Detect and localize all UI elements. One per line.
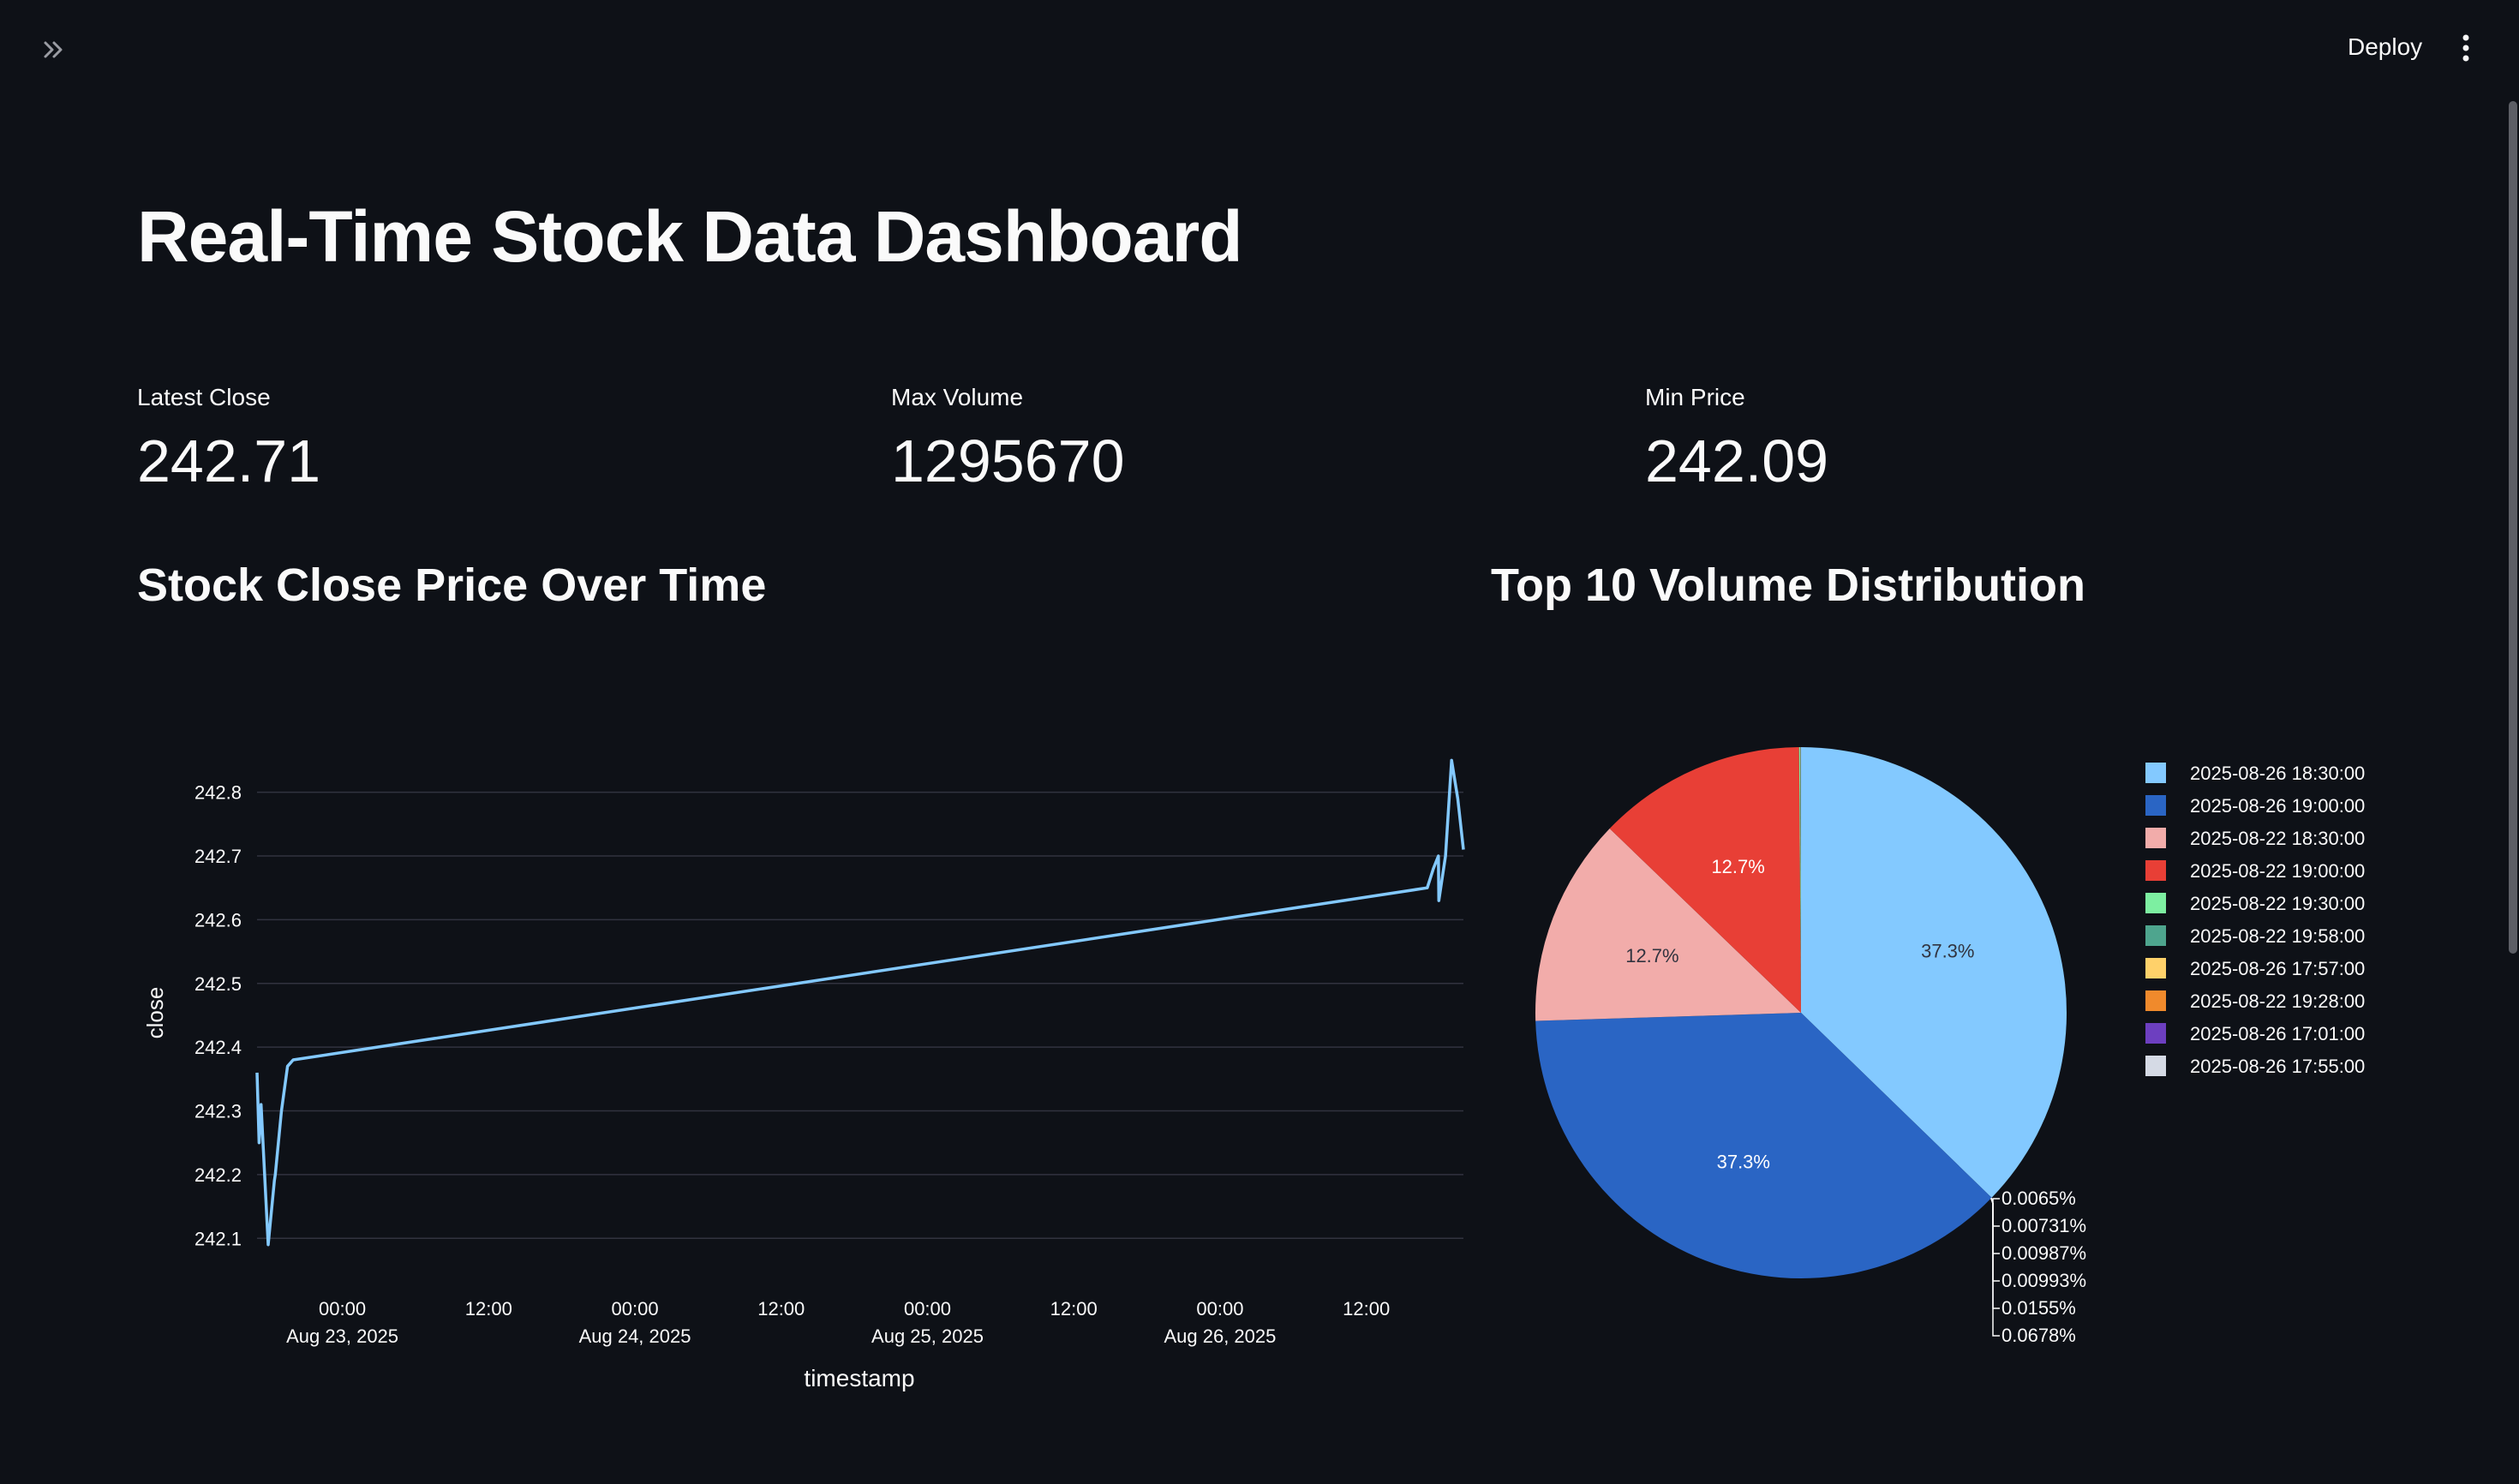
x-tick-label: 00:00 <box>319 1298 366 1319</box>
legend-item-label[interactable]: 2025-08-22 18:30:00 <box>2190 828 2365 849</box>
legend-item-label[interactable]: 2025-08-22 19:30:00 <box>2190 893 2365 914</box>
metric-label: Latest Close <box>137 384 271 410</box>
legend-swatch <box>2145 763 2166 783</box>
legend-swatch <box>2145 958 2166 978</box>
deploy-label: Deploy <box>2348 33 2423 60</box>
x-tick-labels: 00:00 Aug 23, 2025 12:00 00:00 Aug 24, 2025 1… <box>286 1298 1390 1347</box>
x-axis-label: timestamp <box>804 1365 914 1391</box>
metric-label: Max Volume <box>891 384 1024 410</box>
legend-swatch <box>2145 860 2166 881</box>
y-tick-label: 242.1 <box>194 1228 242 1249</box>
close-price-line-chart[interactable]: 242.1 242.2 242.3 242.4 242.5 242.6 242.7 242.8… <box>129 737 1474 1405</box>
y-tick-labels: 242.1 242.2 242.3 242.4 242.5 242.6 242.7 242.8 <box>194 782 242 1250</box>
legend-item-label[interactable]: 2025-08-22 19:58:00 <box>2190 925 2365 947</box>
x-tick-label: 00:00 <box>612 1298 659 1319</box>
legend-item-label[interactable]: 2025-08-26 17:01:00 <box>2190 1023 2365 1044</box>
vertical-ellipsis-icon <box>2462 34 2469 62</box>
pie-slice[interactable] <box>1801 747 2067 1198</box>
x-tick-date-label: Aug 25, 2025 <box>871 1325 984 1347</box>
legend: 2025-08-26 18:30:00 2025-08-26 19:00:00 20… <box>2145 763 2365 1077</box>
pie-outside-label: 0.0155% <box>2001 1297 2076 1319</box>
x-tick-label: 12:00 <box>1343 1298 1390 1319</box>
pie-slice-label: 12.7% <box>1711 856 1764 877</box>
pie-chart-title: Top 10 Volume Distribution <box>1491 559 2086 611</box>
metric-label: Min Price <box>1645 384 1745 410</box>
y-tick-label: 242.3 <box>194 1101 242 1122</box>
legend-swatch <box>2145 925 2166 946</box>
y-gridlines <box>257 791 1463 1239</box>
metric-min-price: Min Price 242.09 <box>1645 384 1828 495</box>
metric-value: 1295670 <box>891 428 1125 494</box>
x-tick-date-label: Aug 26, 2025 <box>1164 1325 1276 1347</box>
volume-pie-chart[interactable]: 37.3%37.3%12.7%12.7% 0.0065%0.00731%0.00… <box>1491 728 2382 1379</box>
pie-slice-label: 37.3% <box>1717 1151 1770 1172</box>
y-tick-label: 242.5 <box>194 973 242 995</box>
deploy-button[interactable]: Deploy <box>2329 24 2441 70</box>
pie-outside-label: 0.00993% <box>2001 1270 2086 1291</box>
main-menu-button[interactable] <box>2447 24 2485 72</box>
legend-item-label[interactable]: 2025-08-26 17:57:00 <box>2190 958 2365 979</box>
pie-outside-label: 0.0678% <box>2001 1325 2076 1346</box>
metric-max-volume: Max Volume 1295670 <box>891 384 1125 495</box>
y-tick-label: 242.4 <box>194 1037 242 1058</box>
x-tick-label: 12:00 <box>465 1298 512 1319</box>
legend-swatch <box>2145 893 2166 913</box>
top-toolbar: Deploy <box>0 0 2519 94</box>
metric-value: 242.09 <box>1645 428 1829 494</box>
page-title: Real-Time Stock Data Dashboard <box>137 196 1243 277</box>
x-tick-date-label: Aug 23, 2025 <box>286 1325 398 1347</box>
y-tick-label: 242.7 <box>194 846 242 867</box>
metric-value: 242.71 <box>137 428 321 494</box>
pie-slice-label: 12.7% <box>1625 945 1678 966</box>
pie-slice[interactable] <box>1609 747 1801 1013</box>
legend-item-label[interactable]: 2025-08-26 19:00:00 <box>2190 795 2365 817</box>
legend-swatch <box>2145 795 2166 816</box>
pie-outside-labels: 0.0065% 0.00731% 0.00987% 0.00993% 0.0155% 0.… <box>1990 1188 2086 1346</box>
pie-outside-label: 0.0065% <box>2001 1188 2076 1209</box>
y-axis-label: close <box>142 987 168 1039</box>
legend-item-label[interactable]: 2025-08-22 19:00:00 <box>2190 860 2365 882</box>
pie-slice[interactable] <box>1535 1013 1992 1278</box>
legend-swatch <box>2145 1023 2166 1044</box>
legend-item-label[interactable]: 2025-08-26 17:55:00 <box>2190 1056 2365 1077</box>
legend-swatch <box>2145 828 2166 848</box>
legend-swatch <box>2145 1056 2166 1076</box>
x-tick-label: 00:00 <box>1196 1298 1243 1319</box>
x-tick-label: 12:00 <box>1050 1298 1098 1319</box>
close-price-series-line[interactable] <box>255 758 1465 1247</box>
legend-item-label[interactable]: 2025-08-26 18:30:00 <box>2190 763 2365 784</box>
double-chevron-right-icon <box>44 41 63 58</box>
metric-latest-close: Latest Close 242.71 <box>137 384 320 495</box>
pie-label-leader <box>1990 1198 2000 1337</box>
scrollbar-thumb[interactable] <box>2509 101 2517 954</box>
line-chart-title: Stock Close Price Over Time <box>137 559 767 611</box>
pie-outside-label: 0.00987% <box>2001 1242 2086 1264</box>
legend-swatch <box>2145 990 2166 1011</box>
pie-slice-label: 37.3% <box>1921 941 1974 962</box>
y-tick-label: 242.6 <box>194 909 242 930</box>
pie-slice-labels: 37.3% 37.3% 12.7% 12.7% <box>1625 856 1974 1172</box>
y-tick-label: 242.2 <box>194 1164 242 1186</box>
x-tick-date-label: Aug 24, 2025 <box>579 1325 691 1347</box>
pie-slice[interactable] <box>1535 828 1801 1021</box>
pie-slices <box>1535 747 2067 1278</box>
x-tick-label: 12:00 <box>757 1298 805 1319</box>
y-tick-label: 242.8 <box>194 782 242 804</box>
pie-slice[interactable] <box>1800 747 1801 1013</box>
pie-outside-label: 0.00731% <box>2001 1215 2086 1236</box>
x-tick-label: 00:00 <box>904 1298 951 1319</box>
expand-sidebar-button[interactable] <box>34 29 75 70</box>
legend-item-label[interactable]: 2025-08-22 19:28:00 <box>2190 990 2365 1012</box>
